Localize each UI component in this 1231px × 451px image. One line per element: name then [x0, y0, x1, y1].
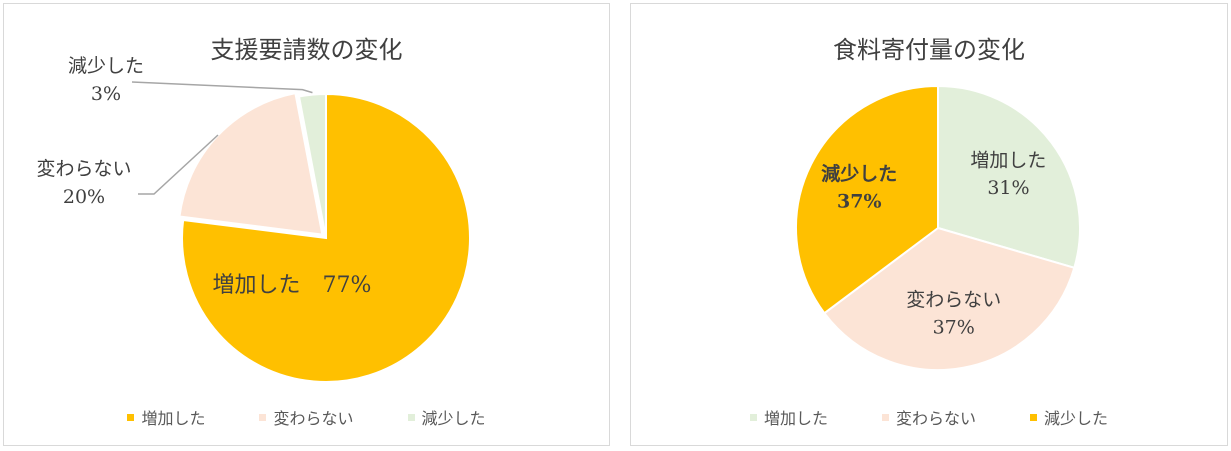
legend-swatch [881, 413, 889, 421]
data-label-increased: 31% [987, 177, 1029, 199]
legend-item-unchanged: 変わらない [881, 405, 976, 429]
leader-line-unchanged [138, 134, 219, 195]
chart-panel-left: 支援要請数の変化 増加した 77% 変わらない 20% 減少した 3% 増加した 変わらな… [3, 3, 610, 446]
legend-item-decreased: 減少した [1030, 405, 1108, 429]
pie-slice-increased [181, 92, 471, 383]
legend-label: 増加した [141, 409, 206, 428]
chart-legend: 増加した 変わらない 減少した [631, 405, 1227, 429]
legend-label: 減少した [421, 409, 486, 428]
leader-line-decreased [131, 81, 313, 94]
data-label-unchanged: 変わらない [36, 158, 131, 180]
legend-item-increased: 増加した [127, 405, 205, 429]
legend-swatch [1030, 413, 1037, 421]
chart-title: 食料寄付量の変化 [833, 36, 1025, 64]
legend-item-decreased: 減少した [407, 405, 486, 429]
legend-swatch [259, 413, 267, 421]
chart-panel-right: 食料寄付量の変化 増加した 31% 変わらない 37% 減少した 37% 増加した 変わらな… [630, 3, 1228, 446]
pie-chart-food-donations: 増加した 31% 変わらない 37% 減少した 37% [795, 84, 1081, 371]
legend-swatch [749, 413, 757, 421]
legend-item-increased: 増加した [749, 405, 828, 429]
pie-slice-decreased [297, 92, 327, 239]
legend-swatch [127, 413, 135, 421]
data-label-increased: 増加した 77% [213, 273, 372, 298]
legend-swatch [407, 413, 415, 421]
legend-label: 変わらない [273, 409, 354, 428]
chart-title: 支援要請数の変化 [210, 36, 403, 64]
pie-slice-increased [937, 84, 1081, 270]
data-label-decreased: 減少した [821, 162, 897, 185]
data-label-increased: 増加した [970, 149, 1046, 171]
data-label-decreased: 3% [91, 83, 121, 105]
data-label-unchanged: 37% [933, 316, 975, 338]
legend-label: 変わらない [895, 409, 976, 428]
data-label-unchanged: 変わらない [906, 289, 1001, 311]
pie-chart-support-requests: 増加した 77% 変わらない 20% 減少した 3% [36, 55, 471, 383]
pie-slice-unchanged [178, 91, 324, 236]
data-label-decreased: 37% [837, 190, 882, 212]
data-label-decreased: 減少した [68, 55, 144, 77]
data-label-unchanged: 20% [63, 186, 105, 208]
pie-slice-unchanged [822, 226, 1076, 371]
chart-legend: 増加した 変わらない 減少した [4, 405, 609, 429]
legend-label: 減少した [1044, 409, 1109, 428]
legend-label: 増加した [763, 409, 828, 428]
legend-item-unchanged: 変わらない [259, 405, 354, 429]
pie-slice-decreased [795, 84, 939, 315]
